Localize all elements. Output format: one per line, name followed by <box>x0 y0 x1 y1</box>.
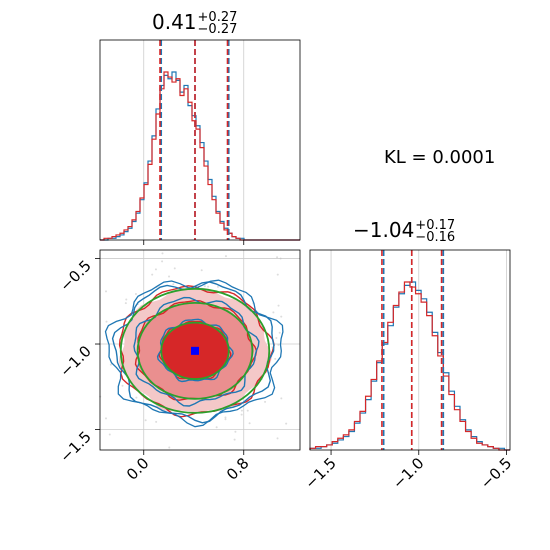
sample-point <box>109 363 112 366</box>
sample-point <box>144 419 147 422</box>
param-1-title: 0.41 +0.27 −0.27 <box>152 9 238 37</box>
sample-point <box>278 331 281 334</box>
sample-point <box>264 400 267 403</box>
y-tick-label: −1.5 <box>56 428 94 466</box>
sample-point <box>121 384 124 387</box>
histogram-blue <box>100 71 300 241</box>
marginal-panel-param-1 <box>99 39 301 241</box>
x-tick-label: −0.5 <box>477 454 515 492</box>
contour-line-green <box>136 302 254 400</box>
sample-point <box>168 446 171 449</box>
truth-marker <box>191 346 199 355</box>
sample-point <box>154 268 157 271</box>
panel-frame <box>99 249 301 451</box>
sample-point <box>124 302 127 305</box>
contour-line-red <box>134 299 258 401</box>
sample-point <box>105 320 108 323</box>
contour-line-green <box>160 321 230 380</box>
x-tick-label: 0.0 <box>123 454 153 484</box>
sample-point <box>168 275 171 278</box>
contour-line-blue <box>104 279 284 428</box>
contour-line-blue <box>111 281 275 424</box>
sample-point <box>280 315 283 318</box>
marginal-panel-param-2 <box>309 249 511 451</box>
sample-point <box>135 396 138 399</box>
histogram-blue <box>309 281 510 451</box>
sample-point <box>207 285 210 288</box>
sample-point <box>275 336 278 339</box>
sample-point <box>246 409 249 412</box>
sample-point <box>272 311 275 314</box>
histogram-red <box>309 281 510 451</box>
panel-frame <box>309 249 511 451</box>
y-tick-label: −1.0 <box>56 342 94 380</box>
sample-point <box>172 283 175 286</box>
y-tick-label: −0.5 <box>56 257 94 295</box>
sample-point <box>274 357 277 360</box>
sample-point <box>248 422 251 425</box>
sample-point <box>280 397 283 400</box>
sample-point <box>240 413 243 416</box>
sample-point <box>125 298 128 301</box>
sample-point <box>240 409 243 412</box>
sample-point <box>285 422 288 425</box>
sample-point <box>134 292 137 295</box>
sample-point <box>151 273 154 276</box>
sample-point <box>203 285 206 288</box>
sample-point <box>155 420 158 423</box>
sample-point <box>173 267 176 270</box>
sample-point <box>216 285 219 288</box>
sample-point <box>234 430 237 433</box>
sample-point <box>276 437 279 440</box>
sample-point <box>277 304 280 307</box>
panel-frame <box>99 39 301 241</box>
sample-point <box>108 433 111 436</box>
sample-point <box>276 273 279 276</box>
x-tick-label: −1.5 <box>301 454 339 492</box>
sample-point <box>233 438 236 441</box>
sample-point <box>224 416 227 419</box>
sample-point <box>215 426 218 429</box>
histogram-red <box>100 71 300 241</box>
sample-point <box>279 257 282 260</box>
x-tick-label: 0.8 <box>223 454 253 484</box>
contour-line-blue <box>133 296 260 407</box>
joint-panel <box>99 249 301 451</box>
sample-point <box>161 260 164 263</box>
sample-point <box>276 256 279 259</box>
sample-point <box>224 255 227 258</box>
sample-point <box>224 418 227 421</box>
sample-point <box>200 269 203 272</box>
sample-point <box>277 343 280 346</box>
sample-point <box>105 290 108 293</box>
sample-point <box>161 252 164 255</box>
sample-point <box>104 417 107 420</box>
contour-line-green <box>119 287 271 414</box>
x-tick-label: −1.0 <box>389 454 427 492</box>
kl-annotation: KL = 0.0001 <box>384 147 496 168</box>
param-2-title: −1.04 +0.17 −0.16 <box>353 217 456 245</box>
